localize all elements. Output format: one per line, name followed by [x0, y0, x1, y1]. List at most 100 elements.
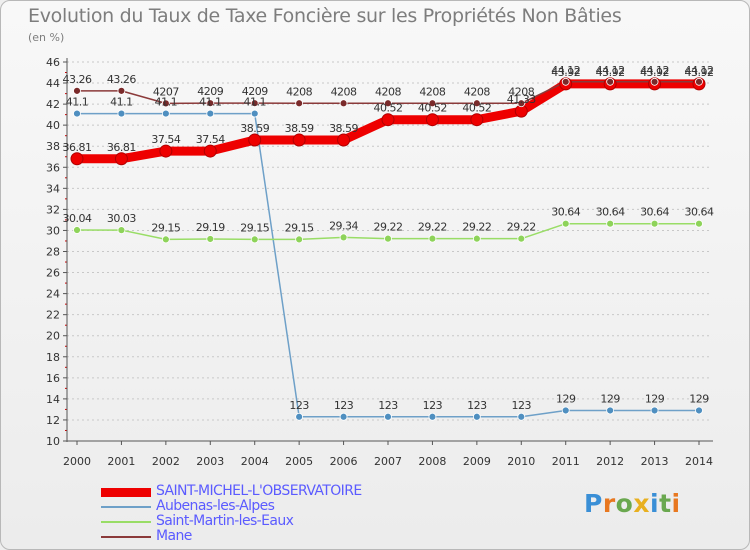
data-label: 43.92	[640, 66, 669, 79]
x-tick-label: 2000	[63, 455, 91, 468]
data-label: 29.15	[240, 221, 269, 234]
data-label: 123	[467, 399, 487, 412]
data-point	[650, 219, 659, 228]
logo-letter: P	[584, 489, 603, 518]
data-point	[117, 109, 126, 118]
legend-label: Saint-Martin-les-Eaux	[156, 513, 294, 529]
legend-label: SAINT-MICHEL-L'OBSERVATOIRE	[156, 483, 362, 499]
proxiti-logo: Proxiti	[584, 489, 681, 518]
data-label: 30.64	[551, 206, 580, 219]
y-tick-label: 46	[46, 56, 60, 69]
x-tick-label: 2012	[596, 455, 624, 468]
data-label: 123	[423, 399, 443, 412]
y-tick-label: 30	[46, 224, 60, 237]
data-point	[384, 412, 392, 421]
data-point	[117, 226, 126, 235]
data-point	[606, 77, 615, 86]
data-label: 40.52	[418, 102, 447, 115]
data-point	[472, 99, 481, 108]
data-label: 4209	[242, 85, 268, 98]
logo-letter: i	[650, 489, 660, 518]
data-point	[206, 109, 215, 118]
data-label: 30.64	[685, 206, 714, 219]
legend-swatch	[101, 521, 151, 523]
x-tick-label: 2004	[241, 455, 269, 468]
data-label: 123	[378, 399, 398, 412]
y-tick-label: 20	[46, 330, 60, 343]
y-tick-label: 14	[46, 393, 60, 406]
data-label: 29.34	[329, 219, 358, 232]
data-label: 30.64	[640, 206, 669, 219]
data-point	[339, 233, 348, 242]
legend-swatch	[101, 487, 151, 497]
data-point	[73, 109, 81, 118]
data-label: 36.81	[63, 141, 92, 154]
data-point	[650, 77, 659, 86]
data-point	[470, 113, 484, 127]
data-point	[295, 412, 304, 421]
data-point	[428, 412, 437, 421]
data-point	[606, 219, 615, 228]
data-label: 43.26	[63, 73, 92, 86]
y-tick-label: 18	[46, 351, 60, 364]
data-point	[161, 99, 170, 108]
logo-letter: x	[633, 489, 650, 518]
data-point	[339, 412, 348, 421]
data-point	[250, 109, 259, 118]
logo-letter: o	[615, 489, 634, 518]
data-point	[339, 99, 348, 108]
data-point	[650, 406, 659, 415]
y-tick-label: 40	[46, 119, 60, 132]
data-label: 38.59	[240, 122, 269, 135]
data-point	[425, 113, 439, 127]
data-point	[472, 234, 481, 243]
data-point	[73, 86, 81, 95]
data-point	[73, 226, 81, 234]
y-tick-label: 44	[46, 77, 60, 90]
data-point	[695, 77, 703, 86]
data-point	[248, 133, 262, 147]
x-tick-label: 2014	[685, 455, 713, 468]
data-label: 4208	[375, 85, 401, 98]
data-label: 29.15	[151, 221, 180, 234]
data-point	[295, 235, 304, 244]
data-label: 29.22	[418, 221, 447, 234]
x-tick-label: 2009	[463, 455, 491, 468]
x-tick-label: 2005	[285, 455, 313, 468]
x-tick-label: 2001	[107, 455, 135, 468]
data-label: 4208	[286, 85, 312, 98]
y-tick-label: 16	[46, 372, 60, 385]
x-tick-label: 2010	[507, 455, 535, 468]
data-label: 44.12	[551, 64, 580, 77]
data-label: 41.33	[507, 93, 536, 106]
legend-swatch	[101, 536, 151, 538]
data-label: 30.04	[63, 212, 92, 225]
data-point	[561, 219, 570, 228]
x-tick-label: 2011	[552, 455, 580, 468]
data-label: 43.92	[551, 66, 580, 79]
legend-label: Aubenas-les-Alpes	[156, 498, 275, 514]
logo-letter: i	[671, 489, 681, 518]
data-label: 38.59	[329, 122, 358, 135]
data-point	[517, 99, 526, 108]
y-tick-label: 34	[46, 182, 60, 195]
data-label: 123	[512, 399, 532, 412]
data-point	[472, 412, 481, 421]
data-point	[250, 235, 259, 244]
data-point	[250, 99, 259, 108]
y-tick-label: 36	[46, 161, 60, 174]
data-label: 29.22	[374, 221, 403, 234]
data-label: 44.12	[596, 64, 625, 77]
data-point	[428, 234, 437, 243]
y-tick-label: 10	[46, 435, 60, 448]
data-label: 41.1	[155, 96, 178, 109]
data-point	[295, 99, 304, 108]
data-label: 4209	[197, 85, 223, 98]
data-label: 30.64	[596, 206, 625, 219]
data-point	[203, 144, 217, 158]
legend-label: Mane	[156, 528, 192, 544]
y-tick-label: 32	[46, 203, 60, 216]
series-line	[76, 112, 700, 418]
data-point	[384, 234, 392, 243]
